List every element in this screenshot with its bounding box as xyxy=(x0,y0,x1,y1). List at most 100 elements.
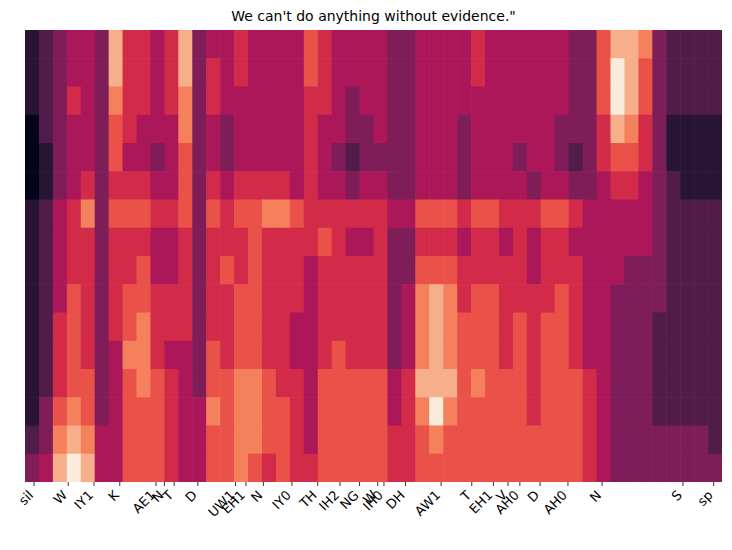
heatmap-cell xyxy=(471,143,486,172)
heatmap-cell xyxy=(457,454,472,482)
heatmap-cell xyxy=(541,341,556,370)
heatmap-cell xyxy=(67,313,82,342)
heatmap-cell xyxy=(694,171,709,200)
heatmap-cell xyxy=(457,341,472,370)
heatmap-cell xyxy=(485,341,500,370)
heatmap-cell xyxy=(178,341,193,370)
heatmap-cell xyxy=(401,200,416,229)
heatmap-cell xyxy=(708,284,722,313)
heatmap-cell xyxy=(666,313,681,342)
heatmap-cell xyxy=(318,313,333,342)
heatmap-cell xyxy=(387,228,402,257)
heatmap-cell xyxy=(415,30,430,59)
heatmap-cell xyxy=(680,87,695,116)
heatmap-cell xyxy=(527,313,542,342)
heatmap-cell xyxy=(234,228,249,257)
heatmap-cell xyxy=(457,200,472,229)
heatmap-cell xyxy=(360,200,375,229)
heatmap-cell xyxy=(666,115,681,144)
heatmap-cell xyxy=(25,454,40,482)
heatmap-cell xyxy=(471,256,486,285)
heatmap-cell xyxy=(53,87,68,116)
x-tick-label: sil xyxy=(16,488,37,509)
heatmap-cell xyxy=(610,369,625,398)
heatmap-cell xyxy=(680,426,695,455)
heatmap-cell xyxy=(624,284,639,313)
heatmap-cell xyxy=(25,30,40,59)
heatmap-cell xyxy=(220,115,235,144)
x-tick xyxy=(713,482,714,486)
heatmap-cell xyxy=(680,200,695,229)
heatmap-cell xyxy=(513,87,528,116)
heatmap-cell xyxy=(415,228,430,257)
heatmap-cell xyxy=(610,228,625,257)
heatmap-cell xyxy=(513,256,528,285)
heatmap-cell xyxy=(25,341,40,370)
heatmap-cell xyxy=(638,143,653,172)
heatmap-cell xyxy=(485,87,500,116)
heatmap-cell xyxy=(360,426,375,455)
heatmap-cell xyxy=(53,200,68,229)
heatmap-cell xyxy=(429,87,444,116)
heatmap-cell xyxy=(443,426,458,455)
heatmap-cell xyxy=(666,30,681,59)
heatmap-cell xyxy=(694,256,709,285)
heatmap-cell xyxy=(652,171,667,200)
heatmap-cell xyxy=(401,256,416,285)
heatmap-cell xyxy=(569,454,584,482)
heatmap-cell xyxy=(178,200,193,229)
heatmap-cell xyxy=(401,284,416,313)
heatmap-cell xyxy=(234,87,249,116)
heatmap-cell xyxy=(137,313,152,342)
heatmap-cell xyxy=(137,284,152,313)
heatmap-cell xyxy=(694,426,709,455)
heatmap-cell xyxy=(318,228,333,257)
heatmap-cell xyxy=(415,313,430,342)
heatmap-cell xyxy=(25,87,40,116)
heatmap-cell xyxy=(109,30,124,59)
heatmap-cell xyxy=(276,143,291,172)
heatmap-cell xyxy=(248,256,263,285)
x-tick xyxy=(359,482,360,486)
heatmap-cell xyxy=(276,228,291,257)
x-tick xyxy=(540,482,541,486)
heatmap-cell xyxy=(499,397,514,426)
heatmap-cell xyxy=(374,228,389,257)
heatmap-cell xyxy=(610,30,625,59)
heatmap-cell xyxy=(499,454,514,482)
x-tick xyxy=(291,482,292,486)
heatmap-cell xyxy=(53,454,68,482)
heatmap-cell xyxy=(304,369,319,398)
heatmap-cell xyxy=(192,200,207,229)
heatmap-cell xyxy=(555,115,570,144)
heatmap-cell xyxy=(53,426,68,455)
heatmap-cell xyxy=(346,58,361,87)
heatmap-cell xyxy=(318,426,333,455)
heatmap-cell xyxy=(192,87,207,116)
heatmap-cell xyxy=(680,30,695,59)
heatmap-cell xyxy=(290,313,305,342)
heatmap-cell xyxy=(597,58,612,87)
heatmap-cell xyxy=(374,115,389,144)
heatmap-cell xyxy=(123,397,138,426)
heatmap-cell xyxy=(499,256,514,285)
heatmap-cell xyxy=(401,397,416,426)
x-tick-label: IY0 xyxy=(269,488,294,513)
heatmap-cell xyxy=(597,313,612,342)
heatmap-cell xyxy=(401,228,416,257)
heatmap-cell xyxy=(346,284,361,313)
heatmap-cell xyxy=(610,341,625,370)
heatmap-cell xyxy=(652,454,667,482)
heatmap-cell xyxy=(443,284,458,313)
heatmap-cell xyxy=(583,256,598,285)
heatmap-cell xyxy=(25,115,40,144)
heatmap-cell xyxy=(304,256,319,285)
heatmap-cell xyxy=(666,256,681,285)
heatmap-cell xyxy=(666,171,681,200)
heatmap-cell xyxy=(318,115,333,144)
x-tick xyxy=(508,482,509,486)
heatmap-cell xyxy=(583,143,598,172)
heatmap-cell xyxy=(192,454,207,482)
heatmap-cell xyxy=(638,58,653,87)
heatmap-cell xyxy=(81,454,96,482)
